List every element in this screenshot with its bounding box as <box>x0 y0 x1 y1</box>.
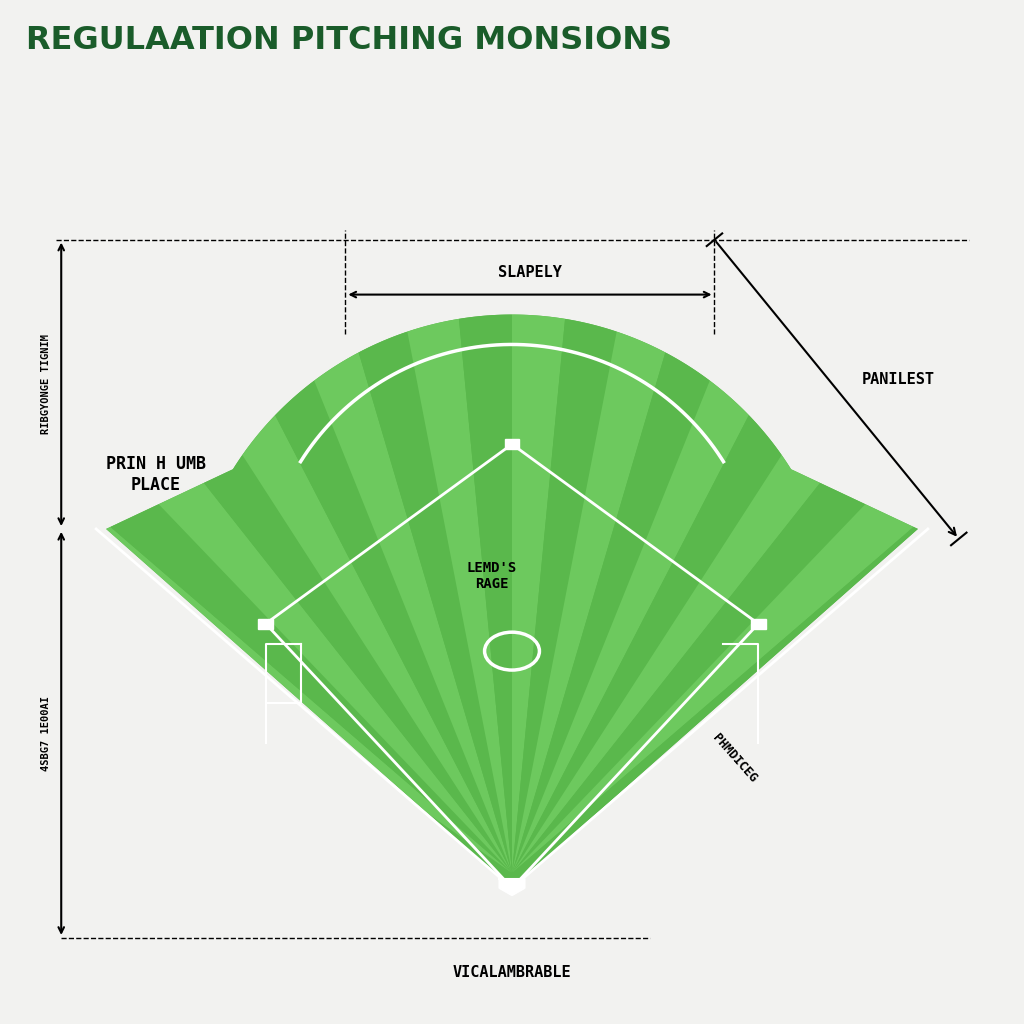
Polygon shape <box>512 0 739 873</box>
Text: PRIN H UMB
PLACE: PRIN H UMB PLACE <box>105 455 206 494</box>
Text: REGULAATION PITCHING MONSIONS: REGULAATION PITCHING MONSIONS <box>27 26 673 56</box>
Polygon shape <box>0 0 512 873</box>
Text: 4SBG7 1E00AI: 4SBG7 1E00AI <box>41 696 51 771</box>
Polygon shape <box>0 92 512 873</box>
Text: PANILEST: PANILEST <box>861 372 935 387</box>
Polygon shape <box>174 0 512 873</box>
Text: PHMDICEG: PHMDICEG <box>710 731 759 785</box>
Polygon shape <box>512 92 1024 873</box>
Polygon shape <box>512 0 1024 873</box>
Polygon shape <box>512 0 1024 873</box>
Polygon shape <box>285 0 512 873</box>
Polygon shape <box>0 0 512 873</box>
Text: LEMD'S
RAGE: LEMD'S RAGE <box>467 561 517 592</box>
Text: RIBGYONGE TIGNIM: RIBGYONGE TIGNIM <box>41 335 51 434</box>
Polygon shape <box>106 314 918 888</box>
Text: VICALAMBRABLE: VICALAMBRABLE <box>453 966 571 980</box>
Polygon shape <box>512 0 958 873</box>
Polygon shape <box>512 0 626 873</box>
Polygon shape <box>512 0 1024 873</box>
Polygon shape <box>0 0 512 873</box>
Polygon shape <box>500 879 524 895</box>
Polygon shape <box>398 0 512 873</box>
Polygon shape <box>512 0 850 873</box>
Bar <box>751 618 766 629</box>
Polygon shape <box>0 9 512 873</box>
Bar <box>505 439 519 450</box>
Polygon shape <box>512 9 1024 873</box>
Text: SLAPELY: SLAPELY <box>498 264 562 280</box>
Polygon shape <box>0 0 512 873</box>
Polygon shape <box>512 0 1024 873</box>
Bar <box>258 618 273 629</box>
Polygon shape <box>66 0 512 873</box>
